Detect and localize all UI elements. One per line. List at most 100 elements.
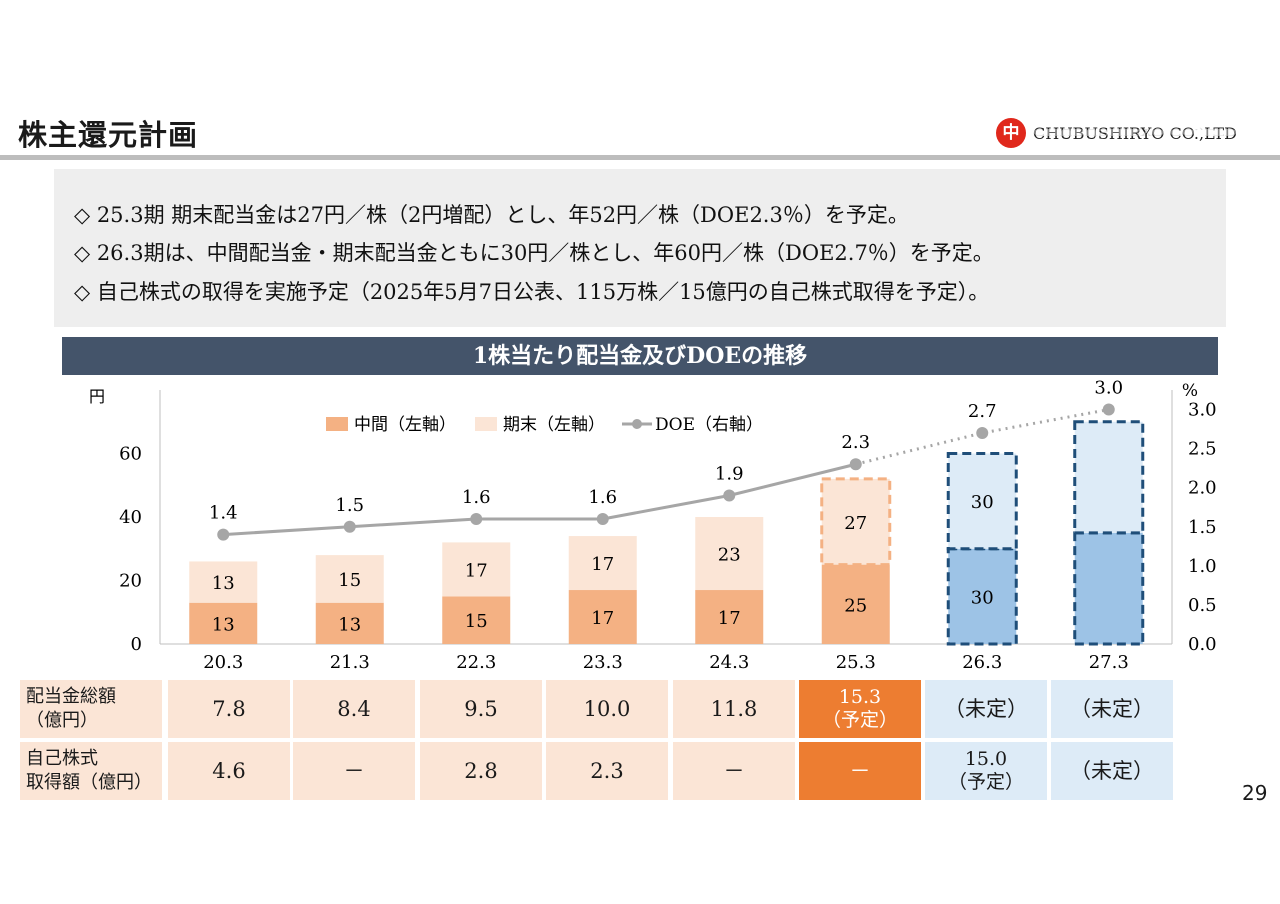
doe-point	[976, 426, 989, 439]
doe-point	[470, 512, 483, 525]
x-tick-label: 20.3	[203, 652, 243, 673]
legend-final-label: 期末（左軸）	[503, 415, 605, 435]
x-tick-label: 22.3	[456, 652, 496, 673]
bar-final-label: 17	[591, 554, 614, 575]
bar-interim-label: 17	[591, 608, 614, 629]
doe-label: 2.7	[968, 401, 997, 422]
bar-interim	[695, 590, 764, 644]
bar-final-label: 27	[844, 513, 867, 534]
legend-interim-swatch	[326, 417, 348, 431]
doe-line	[223, 462, 857, 537]
table-cell: 10.0	[546, 680, 668, 738]
page-number: 29	[1242, 781, 1268, 805]
doe-label: 1.6	[462, 487, 491, 508]
table-cell: 4.6	[168, 742, 290, 800]
table-cell: （未定）	[1051, 680, 1173, 738]
doe-line-forecast	[855, 408, 1110, 466]
x-tick-label: 24.3	[709, 652, 749, 673]
chart-title: 1株当たり配当金及びDOEの推移	[62, 337, 1218, 375]
table-cell: 2.3	[546, 742, 668, 800]
doe-label: 3.0	[1094, 378, 1123, 399]
doe-point	[343, 520, 356, 533]
table-cell: 7.8	[168, 680, 290, 738]
y-tick-label: 0	[131, 634, 142, 655]
y2-tick-label: 1.5	[1188, 517, 1217, 538]
table-cell: 8.4	[293, 680, 415, 738]
legend-doe-marker	[632, 419, 642, 429]
company-name: CHUBUSHIRYO CO.,LTD	[1033, 124, 1237, 143]
summary-line: ◇ 自己株式の取得を実施予定（2025年5月7日公表、115万株／15億円の自己…	[74, 280, 990, 304]
table-cell: 2.8	[420, 742, 542, 800]
y2-tick-label: 0.5	[1188, 595, 1217, 616]
bar-final	[442, 542, 511, 597]
x-tick-label: 25.3	[836, 652, 876, 673]
table-cell: 15.3 （予定）	[799, 680, 921, 738]
bar-interim	[568, 590, 637, 644]
y2-tick-label: 2.5	[1188, 439, 1217, 460]
doe-label: 2.3	[841, 432, 870, 453]
y-axis-unit: 円	[89, 387, 105, 406]
bar-final-forecast	[1073, 420, 1145, 535]
doe-label: 1.9	[715, 464, 744, 485]
bar-final	[946, 452, 1018, 551]
legend-doe-label: DOE（右軸）	[655, 415, 763, 435]
x-tick-label: 23.3	[583, 652, 623, 673]
x-tick-label: 21.3	[330, 652, 370, 673]
doe-point	[849, 458, 862, 471]
y2-tick-label: 0.0	[1188, 634, 1217, 655]
table-cell: 11.8	[673, 680, 795, 738]
bar-final	[189, 561, 258, 603]
table-cell: （未定）	[1051, 742, 1173, 800]
table-cell: －	[799, 742, 921, 800]
table-cell: －	[293, 742, 415, 800]
legend-final-swatch	[475, 417, 497, 431]
bar-final	[820, 477, 892, 567]
bar-interim	[442, 596, 511, 644]
doe-point	[1102, 403, 1115, 416]
bar-final-label: 13	[212, 573, 235, 594]
y-tick-label: 20	[119, 571, 142, 592]
doe-point	[217, 528, 230, 541]
doe-label: 1.4	[209, 503, 238, 524]
table-cell: 15.0 （予定）	[925, 742, 1047, 800]
bar-final	[315, 555, 384, 603]
bar-final	[568, 536, 637, 591]
y2-tick-label: 2.0	[1188, 478, 1217, 499]
table-cell: －	[673, 742, 795, 800]
title-divider	[0, 155, 1280, 160]
doe-point	[596, 512, 609, 525]
bar-interim	[821, 564, 890, 644]
bar-interim-label: 17	[718, 608, 741, 629]
summary-line: ◇ 25.3期 期末配当金は27円／株（2円増配）とし、年52円／株（DOE2.…	[74, 203, 909, 227]
page-title: 株主還元計画	[18, 118, 199, 152]
table-row-header: 配当金総額 （億円）	[20, 680, 162, 738]
doe-label: 1.5	[335, 495, 364, 516]
bar-final-label: 17	[465, 560, 488, 581]
bar-interim-forecast	[1073, 531, 1145, 646]
summary-box: ◇ 25.3期 期末配当金は27円／株（2円増配）とし、年52円／株（DOE2.…	[54, 169, 1226, 327]
bar-interim-label: 13	[338, 614, 361, 635]
legend-interim-label: 中間（左軸）	[354, 415, 456, 435]
bar-interim-label: 25	[844, 595, 867, 616]
bar-final-label: 15	[338, 570, 361, 591]
y2-tick-label: 3.0	[1188, 400, 1217, 421]
bar-interim	[315, 602, 384, 644]
bar-interim-label: 13	[212, 614, 235, 635]
bar-interim-label: 15	[465, 611, 488, 632]
y2-tick-label: 1.0	[1188, 556, 1217, 577]
table-row-header: 自己株式 取得額（億円）	[20, 742, 162, 800]
doe-point	[723, 489, 736, 502]
y2-axis-unit: %	[1182, 381, 1198, 401]
summary-line: ◇ 26.3期は、中間配当金・期末配当金ともに30円／株とし、年60円／株（DO…	[74, 241, 994, 265]
table-cell: 9.5	[420, 680, 542, 738]
company-logo-icon: 中	[996, 118, 1026, 148]
bar-interim-label: 30	[971, 587, 994, 608]
x-tick-label: 27.3	[1089, 652, 1129, 673]
bar-interim	[189, 602, 258, 644]
x-tick-label: 26.3	[962, 652, 1002, 673]
doe-label: 1.6	[588, 487, 617, 508]
y-tick-label: 60	[119, 444, 142, 465]
bar-final-label: 30	[971, 492, 994, 513]
table-cell: （未定）	[925, 680, 1047, 738]
